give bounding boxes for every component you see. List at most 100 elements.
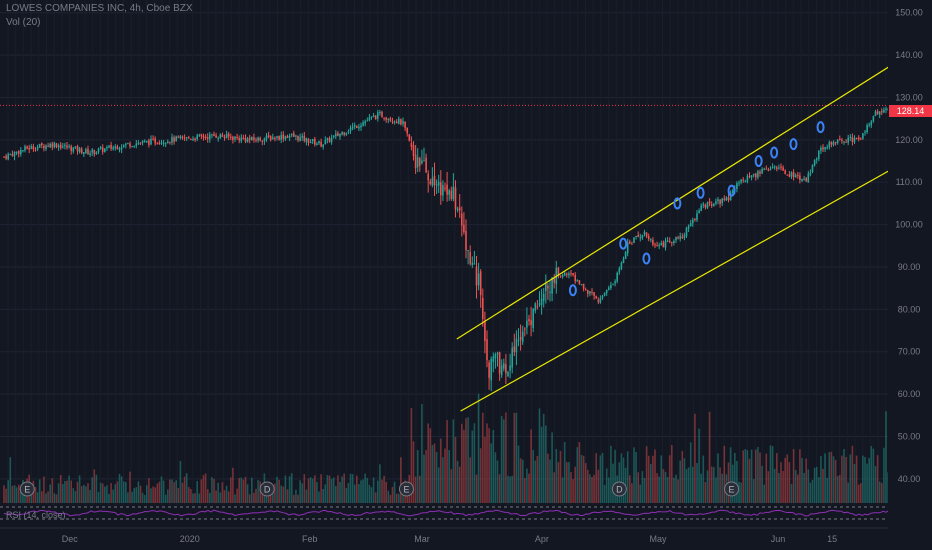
candle-body xyxy=(286,135,289,139)
volume-bar xyxy=(839,474,841,503)
volume-bar xyxy=(206,489,209,503)
candle-body xyxy=(408,134,411,141)
volume-bar xyxy=(53,493,56,503)
volume-bar xyxy=(38,479,41,503)
price-tick-label: 80.00 xyxy=(898,304,921,314)
candle-body xyxy=(815,158,818,160)
candle-body xyxy=(681,236,684,238)
candle-body xyxy=(463,224,465,233)
candle-body xyxy=(248,137,251,140)
candle-body xyxy=(28,148,30,150)
event-marker-label: E xyxy=(729,485,735,495)
volume-bar xyxy=(597,469,600,503)
volume-bar xyxy=(150,488,152,503)
earnings-marker-icon[interactable] xyxy=(724,481,740,497)
event-marker-e[interactable]: E xyxy=(724,481,740,497)
dividend-marker-icon[interactable] xyxy=(259,481,275,497)
candle-body xyxy=(603,293,606,296)
volume-bar xyxy=(326,474,329,503)
volume-bar xyxy=(209,492,211,503)
channel-line-lower[interactable] xyxy=(460,144,932,412)
volume-bar xyxy=(465,418,467,503)
volume-bar xyxy=(776,453,778,503)
highlight-ellipse[interactable] xyxy=(619,237,628,250)
highlight-ellipse[interactable] xyxy=(754,155,763,168)
rsi-indicator-label[interactable]: RSI (14, close) xyxy=(6,510,66,520)
volume-bar xyxy=(173,482,175,503)
volume-bar xyxy=(673,477,675,503)
volume-bar xyxy=(91,477,93,503)
candle-body xyxy=(658,245,660,247)
volume-bar xyxy=(641,471,644,503)
candle-body xyxy=(30,146,33,150)
candle-body xyxy=(776,167,778,169)
highlight-ellipse[interactable] xyxy=(568,284,577,297)
candle-body xyxy=(43,145,45,149)
candle-body xyxy=(738,182,740,184)
highlight-ellipse[interactable] xyxy=(789,138,798,151)
volume-bar xyxy=(572,479,574,503)
time-axis[interactable]: Dec 2020 Feb Mar Apr May Jun 15 xyxy=(62,534,837,544)
volume-bar xyxy=(740,482,742,503)
candle-body xyxy=(608,287,610,290)
symbol-title[interactable]: LOWES COMPANIES INC, 4h, Cboe BZX xyxy=(6,3,193,14)
volume-bar xyxy=(563,441,566,503)
volume-bar xyxy=(853,463,856,503)
candle-body xyxy=(482,298,484,320)
time-tick-label: May xyxy=(650,534,668,544)
event-marker-d[interactable]: D xyxy=(259,481,275,497)
candle-body xyxy=(190,138,192,140)
volume-bar xyxy=(299,480,301,503)
highlight-ellipse[interactable] xyxy=(816,121,825,134)
highlight-ellipse[interactable] xyxy=(727,184,736,197)
candle-body xyxy=(759,171,761,174)
volume-bar xyxy=(876,455,879,503)
earnings-marker-icon[interactable] xyxy=(19,481,35,497)
candle-body xyxy=(395,121,398,124)
event-marker-d[interactable]: D xyxy=(611,481,627,497)
candle-body xyxy=(139,142,142,144)
candle-body xyxy=(765,168,768,170)
volume-bar xyxy=(318,491,320,503)
price-axis[interactable]: 150.00 140.00 130.00 120.00 110.00 100.00 90.0… xyxy=(888,0,932,550)
candle-body xyxy=(742,179,744,181)
candle-body xyxy=(847,137,849,143)
candle-body xyxy=(549,291,551,293)
highlight-ellipse[interactable] xyxy=(770,146,779,159)
event-marker-e[interactable]: E xyxy=(19,481,35,497)
candle-body xyxy=(339,133,341,137)
candle-body xyxy=(116,146,119,150)
volume-indicator-label[interactable]: Vol (20) xyxy=(6,17,41,28)
highlight-ellipse[interactable] xyxy=(642,252,651,265)
candle-body xyxy=(511,347,513,368)
candle-body xyxy=(666,240,669,242)
candle-body xyxy=(673,240,675,244)
candle-body xyxy=(129,143,131,147)
candle-body xyxy=(209,134,211,140)
highlight-ellipse[interactable] xyxy=(673,197,682,210)
dividend-marker-icon[interactable] xyxy=(611,481,627,497)
candle-body xyxy=(761,168,763,174)
candle-body xyxy=(704,204,707,208)
volume-bar xyxy=(421,404,423,503)
volume-bar xyxy=(660,455,663,503)
price-tick-label: 70.00 xyxy=(898,347,921,357)
volume-bar xyxy=(519,458,522,503)
event-marker-e[interactable]: E xyxy=(398,481,414,497)
earnings-marker-icon[interactable] xyxy=(398,481,414,497)
candle-body xyxy=(192,138,194,141)
volume-bar xyxy=(452,419,455,503)
volume-bar xyxy=(286,489,289,503)
candle-body xyxy=(414,154,417,169)
candle-body xyxy=(731,190,734,193)
last-price-tag: 128.14 xyxy=(889,105,932,117)
highlight-ellipse[interactable] xyxy=(696,186,705,199)
candle-body xyxy=(76,145,79,152)
volume-bar xyxy=(154,487,156,503)
volume-bar xyxy=(696,463,698,503)
volume-bar xyxy=(717,453,719,503)
volume-bar xyxy=(389,494,392,503)
volume-bar xyxy=(158,481,161,503)
